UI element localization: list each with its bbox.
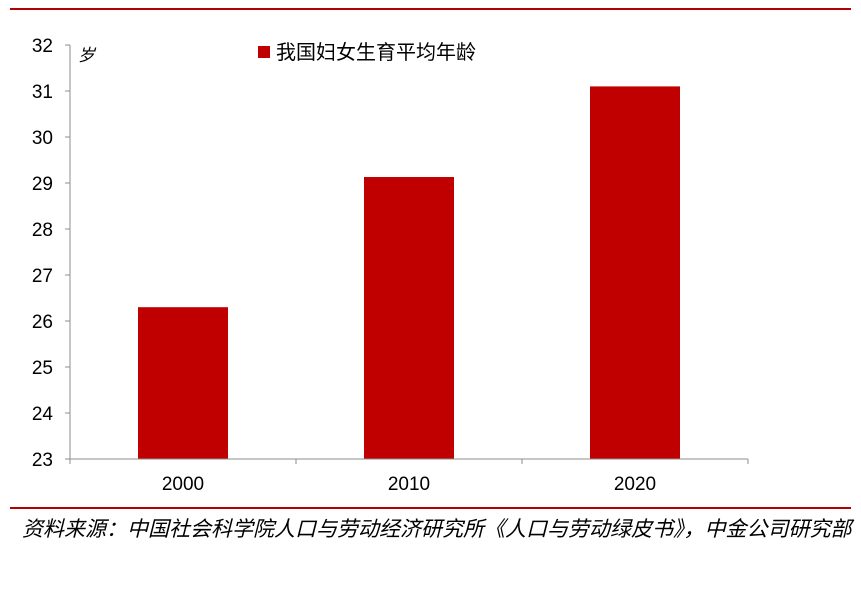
y-tick-label: 32: [32, 36, 53, 57]
y-tick-label: 26: [32, 312, 53, 333]
source-note: 资料来源：中国社会科学院人口与劳动经济研究所《人口与劳动绿皮书》，中金公司研究部: [22, 517, 852, 541]
x-tick-label: 2000: [162, 474, 204, 495]
legend-swatch: [258, 46, 270, 58]
top-divider: [10, 8, 851, 10]
bottom-divider: [10, 507, 851, 509]
y-tick-label: 27: [32, 266, 53, 287]
x-tick-label: 2020: [614, 474, 656, 495]
y-tick-label: 29: [32, 174, 53, 195]
legend: 我国妇女生育平均年龄: [258, 40, 476, 64]
y-tick-label: 31: [32, 82, 53, 103]
bar-chart: 23 24 25 26 27 28 29 30 31 32 2000 2010 2020 岁 我国妇女…: [32, 36, 749, 495]
y-axis-ticks: 23 24 25 26 27 28 29 30 31 32: [32, 36, 70, 471]
bar-2020: [590, 86, 680, 460]
x-tick-label: 2010: [388, 474, 430, 495]
y-tick-label: 28: [32, 220, 53, 241]
y-tick-label: 23: [32, 450, 53, 471]
y-tick-label: 25: [32, 358, 53, 379]
y-tick-label: 30: [32, 128, 53, 149]
y-tick-label: 24: [32, 404, 54, 425]
y-axis-unit-label: 岁: [78, 46, 97, 66]
bar-2000: [138, 307, 228, 459]
legend-label: 我国妇女生育平均年龄: [276, 40, 476, 64]
x-axis-ticks: [69, 459, 749, 464]
bar-2010: [364, 177, 454, 459]
bars: [138, 86, 680, 460]
x-axis-labels: 2000 2010 2020: [162, 474, 656, 495]
